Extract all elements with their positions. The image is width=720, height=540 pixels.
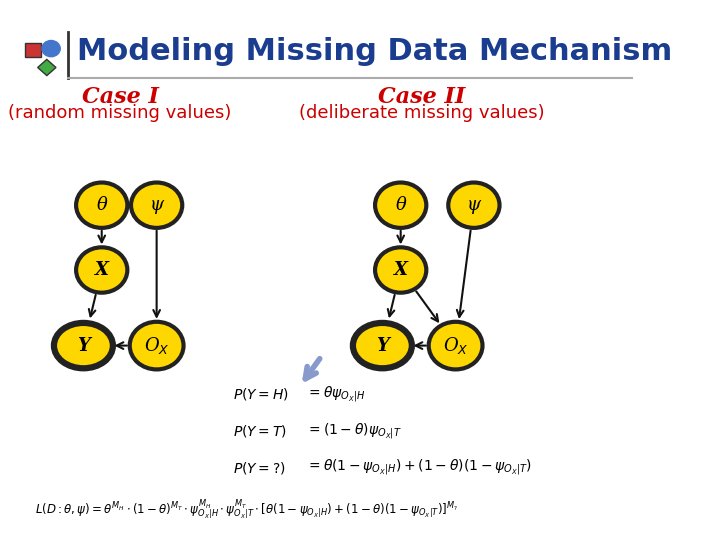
Ellipse shape [449, 183, 500, 228]
Text: O$_X$: O$_X$ [144, 335, 169, 356]
Ellipse shape [375, 247, 426, 293]
Text: ψ: ψ [150, 196, 163, 214]
Text: $= (1-\theta)\psi_{O_X|T}$: $= (1-\theta)\psi_{O_X|T}$ [306, 421, 402, 441]
Text: Case I: Case I [81, 86, 158, 108]
Ellipse shape [353, 323, 412, 368]
Text: $= \theta\psi_{O_X|H}$: $= \theta\psi_{O_X|H}$ [306, 384, 366, 404]
Text: $L(D:\theta,\psi) = \theta^{M_H} \cdot (1-\theta)^{M_T} \cdot \psi_{O_X|H}^{M_H}: $L(D:\theta,\psi) = \theta^{M_H} \cdot (… [35, 498, 458, 522]
Circle shape [42, 40, 60, 57]
Text: Y: Y [376, 336, 389, 355]
Ellipse shape [54, 323, 113, 368]
Polygon shape [37, 59, 56, 76]
Text: X: X [394, 261, 408, 279]
Ellipse shape [76, 247, 127, 293]
Text: Y: Y [77, 336, 90, 355]
FancyBboxPatch shape [25, 43, 41, 57]
Ellipse shape [375, 183, 426, 228]
Text: X: X [95, 261, 109, 279]
Ellipse shape [131, 183, 182, 228]
Text: Modeling Missing Data Mechanism: Modeling Missing Data Mechanism [77, 37, 672, 66]
Text: O$_X$: O$_X$ [443, 335, 469, 356]
Text: (random missing values): (random missing values) [9, 104, 232, 123]
Text: $= \theta(1-\psi_{O_X|H}) + (1-\theta)(1-\psi_{O_X|T})$: $= \theta(1-\psi_{O_X|H}) + (1-\theta)(1… [306, 458, 532, 477]
Text: θ: θ [96, 196, 107, 214]
Ellipse shape [130, 322, 184, 369]
Ellipse shape [428, 322, 482, 369]
Text: θ: θ [395, 196, 406, 214]
Text: $P(Y=H)$: $P(Y=H)$ [233, 386, 289, 402]
Text: $P(Y=?)$: $P(Y=?)$ [233, 460, 286, 476]
Ellipse shape [76, 183, 127, 228]
Text: Case II: Case II [379, 86, 466, 108]
Text: ψ: ψ [467, 196, 481, 214]
Text: (deliberate missing values): (deliberate missing values) [300, 104, 545, 123]
Text: $P(Y=T)$: $P(Y=T)$ [233, 423, 287, 439]
